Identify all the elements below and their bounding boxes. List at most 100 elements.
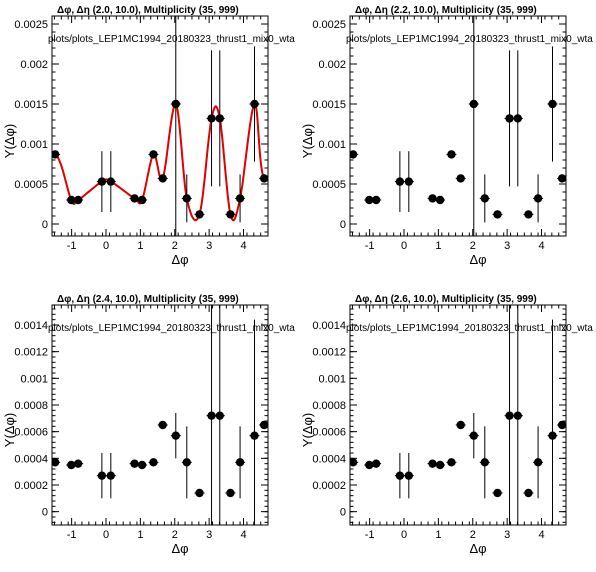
x-tick-label: 4 [240, 240, 246, 252]
data-point [235, 458, 245, 467]
data-point [182, 458, 191, 467]
data-point [469, 99, 478, 109]
data-point [52, 150, 60, 159]
data-point [97, 177, 107, 186]
data-point [158, 174, 167, 183]
x-tick-label: 3 [206, 529, 212, 541]
y-tick-label: 0.002 [20, 59, 48, 71]
path-label: plots/plots_LEP1MC1994_20180323_thrust1_… [48, 323, 295, 334]
y-tick-label: 0.0008 [14, 400, 48, 412]
x-tick-label: 3 [504, 529, 510, 541]
data-point [137, 460, 147, 470]
y-tick-label: 0.001 [318, 373, 346, 385]
y-tick-label: 0.0015 [312, 99, 346, 111]
x-tick-label: 0 [401, 529, 407, 541]
data-point [195, 210, 204, 219]
y-tick-label: 0.001 [20, 373, 48, 385]
data-point [158, 420, 167, 430]
data-point [130, 459, 139, 468]
x-tick-label: 0 [401, 240, 407, 252]
data-point [350, 150, 358, 159]
y-tick-label: 0.0014 [14, 320, 48, 332]
data-point [207, 411, 216, 420]
data-point [557, 420, 566, 430]
data-point [149, 150, 158, 159]
y-axis-label: Y(Δφ) [2, 124, 17, 158]
data-point [207, 114, 216, 123]
y-tick-label: 0.0005 [14, 179, 48, 191]
data-point [533, 458, 543, 467]
y-tick-label: 0.0025 [14, 19, 48, 31]
plot-area [52, 305, 268, 525]
y-tick-label: 0.0004 [312, 453, 346, 465]
data-point [493, 488, 502, 498]
data-point [365, 195, 374, 205]
data-point [250, 99, 259, 109]
data-point [171, 99, 180, 109]
y-tick-label: 0 [340, 507, 346, 519]
data-point [428, 194, 437, 203]
chart-panel-2: Δφ, Δη (2.2, 10.0), Multiplicity (35, 99… [300, 5, 593, 267]
x-tick-label: 0 [103, 240, 109, 252]
data-point [97, 471, 107, 480]
data-point [259, 420, 268, 430]
data-point [435, 460, 445, 470]
y-tick-label: 0.0012 [312, 347, 346, 359]
x-tick-label: 1 [137, 240, 143, 252]
data-point [524, 488, 533, 498]
y-tick-label: 0.0006 [14, 427, 48, 439]
x-tick-label: 2 [172, 240, 178, 252]
data-point [447, 458, 456, 467]
data-point [480, 458, 489, 467]
y-tick-label: 0 [42, 219, 48, 231]
y-axis-label: Y(Δφ) [300, 413, 315, 447]
path-label: plots/plots_LEP1MC1994_20180323_thrust1_… [48, 34, 295, 45]
x-tick-label: -1 [365, 240, 375, 252]
data-point [182, 194, 191, 203]
chart-panel-3: Δφ, Δη (2.4, 10.0), Multiplicity (35, 99… [2, 294, 295, 556]
data-point [435, 195, 445, 205]
x-tick-label: 0 [103, 529, 109, 541]
data-point [215, 411, 224, 420]
path-label: plots/plots_LEP1MC1994_20180323_thrust1_… [346, 323, 593, 334]
data-point [404, 177, 414, 186]
data-point [371, 459, 381, 468]
data-point [469, 431, 478, 440]
data-point [493, 210, 502, 219]
y-tick-label: 0.0008 [312, 400, 346, 412]
data-point [513, 411, 522, 420]
x-tick-label: -1 [67, 529, 77, 541]
y-axis-label: Y(Δφ) [2, 413, 17, 447]
data-point [395, 471, 405, 480]
x-axis-label: Δφ [171, 252, 188, 267]
x-axis-label: Δφ [469, 252, 486, 267]
y-tick-label: 0.0002 [14, 480, 48, 492]
panel-title: Δφ, Δη (2.4, 10.0), Multiplicity (35, 99… [57, 294, 239, 305]
data-point [149, 458, 158, 467]
x-tick-label: -1 [365, 529, 375, 541]
x-tick-label: 4 [240, 529, 246, 541]
x-tick-label: 4 [538, 240, 544, 252]
y-tick-label: 0.0005 [312, 179, 346, 191]
data-point [67, 460, 76, 470]
data-point [365, 460, 374, 470]
x-tick-label: 1 [435, 240, 441, 252]
data-point [171, 431, 180, 440]
path-label: plots/plots_LEP1MC1994_20180323_thrust1_… [346, 34, 593, 45]
x-tick-label: 1 [137, 529, 143, 541]
plot-area [52, 16, 268, 236]
y-tick-label: 0.001 [20, 139, 48, 151]
data-point [548, 431, 557, 440]
data-point [226, 488, 235, 498]
plot-area [350, 305, 566, 525]
data-point [215, 114, 224, 123]
plot-frame [349, 304, 567, 526]
data-point [480, 194, 489, 203]
data-point [404, 471, 414, 480]
data-point [513, 114, 522, 123]
data-point [428, 459, 437, 468]
data-point [395, 177, 405, 186]
data-point [505, 411, 514, 420]
data-point [235, 194, 245, 203]
